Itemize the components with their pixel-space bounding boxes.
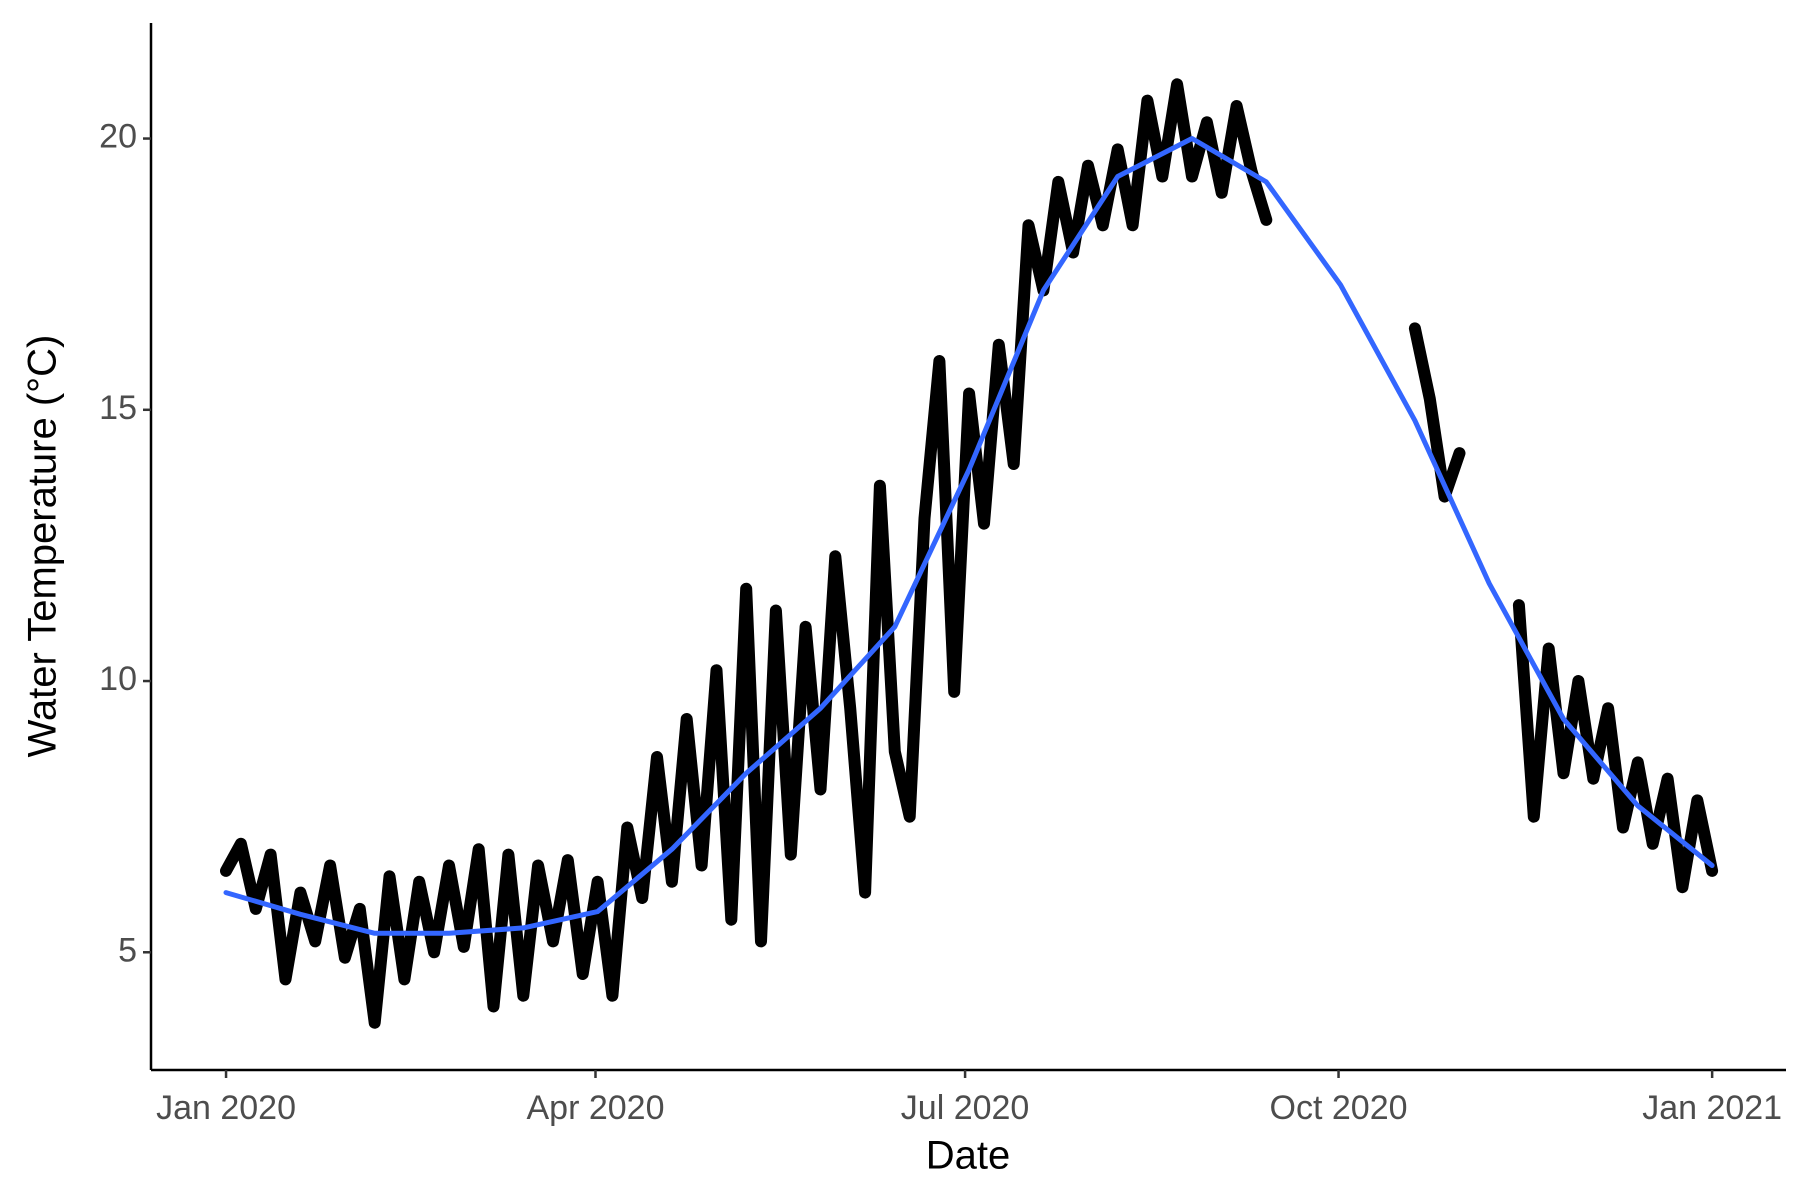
y-tick-label: 10 bbox=[99, 660, 137, 698]
y-axis-title: Water Temperature (°C) bbox=[21, 335, 65, 758]
x-tick-label: Apr 2020 bbox=[526, 1089, 664, 1127]
series-line bbox=[223, 136, 1715, 936]
x-axis-title: Date bbox=[926, 1134, 1011, 1178]
y-tick-label: 5 bbox=[118, 931, 137, 969]
x-tick-label: Jan 2020 bbox=[156, 1089, 296, 1127]
x-tick-label: Jan 2021 bbox=[1642, 1089, 1782, 1127]
x-tick-label: Oct 2020 bbox=[1270, 1089, 1408, 1127]
y-tick-label: 20 bbox=[99, 118, 137, 156]
series-line bbox=[220, 78, 1719, 1029]
y-tick-label: 15 bbox=[99, 389, 137, 427]
x-tick-label: Jul 2020 bbox=[901, 1089, 1030, 1127]
plot-area bbox=[220, 78, 1719, 1029]
